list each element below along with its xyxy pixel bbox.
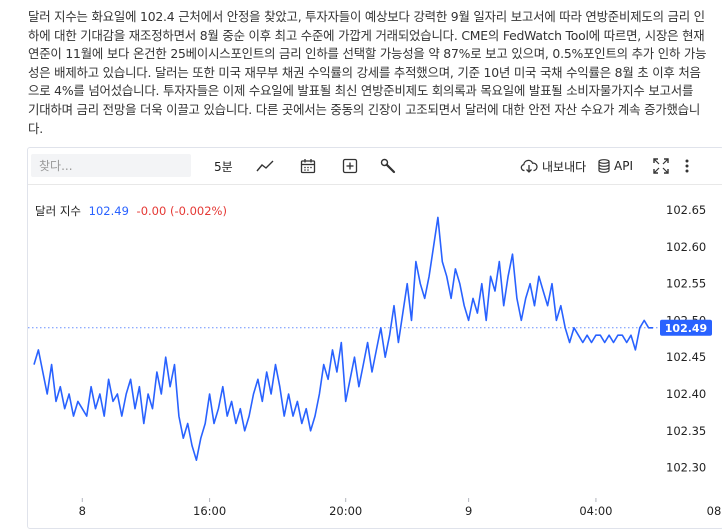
y-tick-label: 102.35 <box>666 424 706 438</box>
add-indicator-button[interactable] <box>342 156 358 176</box>
symbol-search-input[interactable] <box>31 154 191 177</box>
line-chart-icon <box>256 159 274 173</box>
y-tick-label: 102.45 <box>666 350 706 364</box>
api-button[interactable]: API <box>598 156 633 176</box>
export-button[interactable]: 내보내다 <box>520 156 586 176</box>
date-range-button[interactable] <box>300 156 316 176</box>
x-tick-label: 20:00 <box>329 504 362 518</box>
chart-type-button[interactable] <box>256 156 274 176</box>
interval-label: 5분 <box>214 159 233 174</box>
last-value-label: 102.49 <box>665 322 707 335</box>
wrench-icon <box>380 158 396 174</box>
series-line-dollar-index <box>33 216 653 462</box>
calendar-icon <box>300 158 316 174</box>
chart-widget: 5분 내보내다 <box>27 147 722 529</box>
fullscreen-button[interactable] <box>653 156 669 176</box>
chart-toolbar: 5분 내보내다 <box>28 148 722 185</box>
y-tick-label: 102.30 <box>666 461 706 475</box>
y-tick-label: 102.60 <box>666 240 706 254</box>
settings-button[interactable] <box>380 156 396 176</box>
export-label: 내보내다 <box>542 159 587 174</box>
y-tick-label: 102.55 <box>666 277 706 291</box>
article-paragraph: 달러 지수는 화요일에 102.4 근처에서 안정을 찾았고, 투자자들이 예상… <box>28 9 707 136</box>
legend-change: -0.00 (-0.002%) <box>136 204 227 218</box>
x-tick-label: 08:00 <box>707 504 722 518</box>
y-tick-label: 102.65 <box>666 203 706 217</box>
legend-price: 102.49 <box>88 204 129 218</box>
x-tick-label: 8 <box>79 504 86 518</box>
cloud-download-icon <box>520 159 538 173</box>
last-value-badge <box>660 319 712 336</box>
more-vertical-icon <box>684 158 690 174</box>
more-menu-button[interactable] <box>684 156 690 176</box>
legend-symbol: 달러 지수 <box>35 204 81 218</box>
x-tick-label: 9 <box>465 504 472 518</box>
database-icon <box>598 159 610 173</box>
api-label: API <box>614 159 633 173</box>
interval-button[interactable]: 5분 <box>214 156 233 176</box>
chart-legend: 달러 지수 102.49 -0.00 (-0.002%) <box>35 203 227 219</box>
fullscreen-icon <box>653 158 669 174</box>
x-tick-label: 04:00 <box>579 504 612 518</box>
y-tick-label: 102.40 <box>666 387 706 401</box>
add-indicator-icon <box>342 158 358 174</box>
x-tick-label: 16:00 <box>193 504 226 518</box>
